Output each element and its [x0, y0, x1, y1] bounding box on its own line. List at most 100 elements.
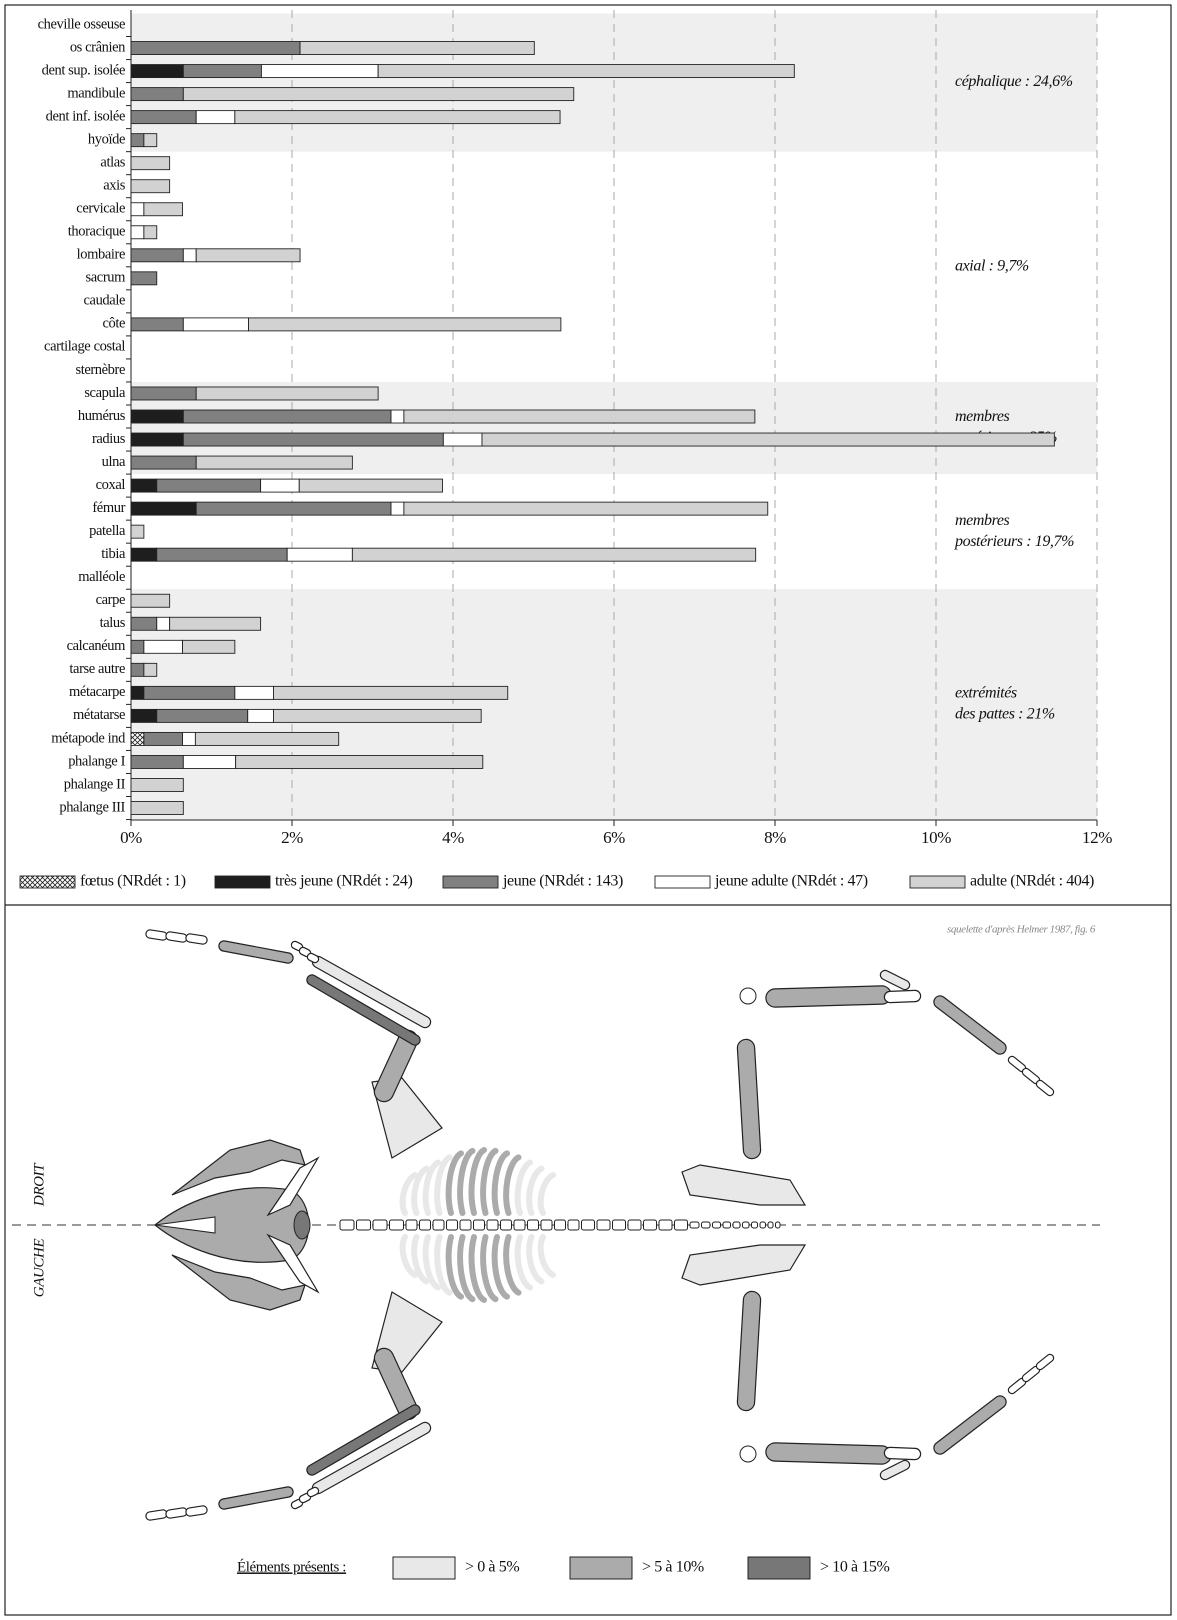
bone — [375, 1349, 417, 1419]
bar-segment — [194, 731, 340, 746]
vertebra — [419, 1219, 431, 1231]
skeleton-diagram: > 0 à 5% > 5 à 10% > 10 à 15% — [12, 929, 1100, 1580]
legend-swatch — [654, 875, 711, 889]
bar-segment — [130, 317, 184, 332]
bar-segment — [143, 662, 158, 677]
bar-segment — [182, 248, 197, 263]
y-tick-label: phalange III — [59, 799, 125, 815]
bar-segment — [130, 616, 158, 631]
bar-segment — [182, 731, 196, 746]
vertebra — [405, 1219, 418, 1231]
y-tick-label: cheville osseuse — [38, 16, 125, 32]
bar-segment — [130, 133, 145, 148]
bone — [766, 1443, 891, 1464]
bar-segment — [143, 225, 158, 240]
bone — [885, 1448, 920, 1459]
bar-segment — [286, 547, 353, 562]
bar-segment — [156, 708, 249, 723]
rib — [480, 1147, 499, 1216]
legend-swatch — [909, 875, 966, 889]
bar-segment — [130, 685, 145, 700]
y-tick-label: cartilage costal — [44, 339, 125, 355]
bone — [738, 1292, 760, 1410]
vertebra — [674, 1219, 688, 1231]
y-tick-label: humérus — [78, 408, 126, 424]
rib — [503, 1154, 522, 1216]
bar-segment — [130, 501, 197, 516]
y-tick-label: ulna — [102, 454, 126, 470]
frame — [4, 4, 1172, 1616]
legend-swatch — [214, 875, 271, 889]
legend-swatch — [569, 1556, 633, 1580]
bar-segment — [130, 271, 158, 286]
bar-segment — [195, 501, 392, 516]
y-tick-label: radius — [92, 431, 126, 447]
bar-segment — [143, 202, 183, 217]
bone — [307, 1405, 420, 1475]
group-label: des pattes : 21% — [955, 706, 1055, 723]
vertebra — [596, 1219, 611, 1231]
rib — [526, 1234, 545, 1285]
group-label: axial : 9,7% — [955, 257, 1029, 274]
y-tick-label: atlas — [100, 155, 125, 171]
bar-segment — [130, 202, 145, 217]
legend-label: > 10 à 15% — [820, 1559, 890, 1576]
vertebra — [751, 1221, 758, 1229]
bar-segment — [130, 248, 184, 263]
bar-segment — [143, 685, 236, 700]
vertebra — [658, 1219, 673, 1231]
rib — [434, 1154, 453, 1216]
y-tick-label: métacarpe — [69, 684, 125, 700]
rib — [399, 1234, 418, 1278]
vertebra — [689, 1221, 700, 1229]
vertebra — [775, 1221, 781, 1229]
bar-segment — [182, 317, 249, 332]
vertebra — [432, 1219, 445, 1231]
rib — [468, 1234, 487, 1303]
bone — [681, 1244, 807, 1286]
bone — [292, 1500, 302, 1508]
vertebra — [643, 1219, 657, 1231]
x-tick-label: 2% — [281, 828, 303, 847]
y-tick-label: phalange I — [68, 753, 125, 769]
x-tick-label: 6% — [603, 828, 625, 847]
bone — [1023, 1069, 1039, 1083]
rib — [491, 1234, 510, 1300]
vertebra — [540, 1219, 553, 1231]
rib — [514, 1234, 533, 1291]
y-tick-label: hyoïde — [88, 131, 125, 147]
skull-condyle — [293, 1210, 311, 1240]
bar-segment — [130, 778, 184, 792]
bone — [1009, 1057, 1025, 1071]
bone — [1037, 1081, 1053, 1095]
bone — [739, 1445, 757, 1463]
bar-segment — [182, 409, 392, 424]
legend-label: jeune adulte (NRdét : 47) — [714, 873, 868, 890]
bone — [1037, 1355, 1053, 1369]
bar-segment — [143, 731, 183, 746]
bone — [375, 1031, 417, 1101]
side-label: GAUCHE — [31, 1239, 47, 1298]
bar-segment — [351, 547, 757, 562]
rib — [537, 1234, 556, 1278]
bone — [313, 1423, 430, 1493]
y-tick-label: lombaire — [77, 247, 125, 263]
vertebra — [356, 1219, 371, 1231]
legend-swatch — [747, 1556, 811, 1580]
vertebra — [722, 1221, 731, 1229]
bar-segment — [130, 432, 184, 447]
y-tick-label: cervicale — [76, 201, 125, 217]
vertebra — [446, 1219, 458, 1231]
x-tick-label: 12% — [1082, 828, 1112, 847]
bar-segment — [182, 432, 444, 447]
vertebra — [742, 1221, 750, 1229]
y-tick-label: axis — [103, 178, 126, 194]
bone — [934, 996, 1006, 1054]
group-label: membres — [955, 408, 1010, 425]
bone — [739, 987, 757, 1005]
y-tick-label: calcanéum — [67, 638, 127, 654]
bone — [146, 1510, 167, 1520]
y-tick-label: malléole — [78, 569, 125, 585]
y-tick-label: phalange II — [64, 776, 126, 792]
